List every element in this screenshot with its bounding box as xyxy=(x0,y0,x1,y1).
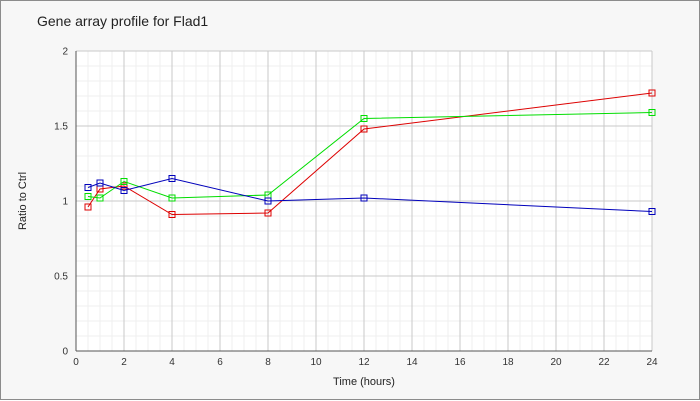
y-axis-label: Ratio to Ctrl xyxy=(17,172,29,230)
data-point-marker xyxy=(648,89,656,97)
axes xyxy=(75,51,652,352)
series-line xyxy=(87,92,653,216)
data-point-marker xyxy=(96,179,104,187)
y-tick-label: 2 xyxy=(62,47,68,58)
data-point-marker xyxy=(264,209,272,217)
x-tick-label: 0 xyxy=(73,357,79,368)
y-tick-label: 0.5 xyxy=(54,272,68,283)
data-point-marker xyxy=(648,109,656,116)
x-tick-label: 24 xyxy=(646,357,658,368)
y-tick-label: 0 xyxy=(62,347,68,358)
y-tick-label: 1 xyxy=(62,197,68,208)
data-point-marker xyxy=(84,193,92,200)
x-tick-label: 12 xyxy=(358,357,370,368)
data-point-marker xyxy=(360,125,368,133)
series-line xyxy=(87,112,653,199)
x-tick-label: 4 xyxy=(169,357,175,368)
data-point-marker xyxy=(648,208,656,215)
x-tick-label: 14 xyxy=(406,357,418,368)
series xyxy=(84,89,656,218)
x-tick-label: 20 xyxy=(550,357,562,368)
series-1 xyxy=(84,89,656,218)
data-point-marker xyxy=(84,203,92,211)
x-tick-label: 2 xyxy=(121,357,127,368)
data-point-marker xyxy=(120,187,128,194)
series-line xyxy=(87,177,653,212)
data-point-marker xyxy=(120,178,128,185)
data-point-marker xyxy=(84,184,92,191)
x-tick-label: 22 xyxy=(598,357,610,368)
data-point-marker xyxy=(360,115,368,122)
y-tick-label: 1.5 xyxy=(54,122,68,133)
x-tick-label: 8 xyxy=(265,357,271,368)
data-point-marker xyxy=(96,194,104,202)
data-point-marker xyxy=(264,197,272,205)
x-tick-label: 18 xyxy=(502,357,514,368)
x-tick-label: 16 xyxy=(454,357,466,368)
series-3 xyxy=(84,175,656,215)
data-point-marker xyxy=(120,182,128,190)
x-tick-label: 6 xyxy=(217,357,223,368)
x-axis-label: Time (hours) xyxy=(333,376,395,388)
data-point-marker xyxy=(360,194,368,202)
data-point-marker xyxy=(168,211,176,218)
data-point-marker xyxy=(168,194,176,202)
x-tick-label: 10 xyxy=(310,357,322,368)
chart-title: Gene array profile for Flad1 xyxy=(37,13,209,29)
data-point-marker xyxy=(168,175,176,182)
